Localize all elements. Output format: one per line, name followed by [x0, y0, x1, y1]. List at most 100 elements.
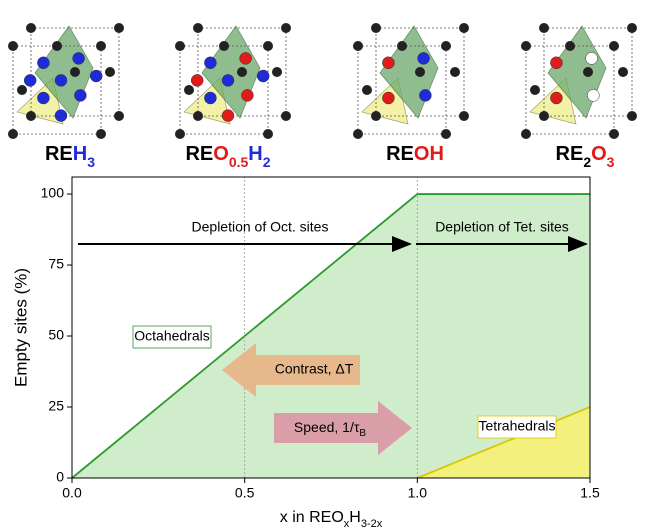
text-part: RE [386, 143, 414, 165]
atom [550, 91, 563, 105]
atom [459, 23, 469, 33]
legend-label: Octahedrals [134, 328, 209, 344]
atom [353, 41, 363, 51]
atom [96, 129, 106, 139]
compound-label: REOH [386, 143, 444, 165]
atom [193, 23, 203, 33]
legend-box [477, 415, 557, 439]
atom [190, 74, 204, 87]
text-part: x in REO [280, 509, 344, 526]
atom [585, 52, 598, 65]
atom [530, 85, 540, 95]
text-part: 3-2x [361, 518, 383, 530]
x-tick-label: 0.5 [235, 485, 255, 501]
atom [539, 111, 549, 121]
x-tick-label: 1.5 [580, 485, 600, 501]
atom [353, 129, 363, 139]
atom [415, 67, 425, 77]
text-part: 2 [583, 154, 591, 170]
text-part: RE [556, 143, 584, 165]
atom [184, 85, 194, 95]
text-part: RE [185, 143, 213, 165]
atom [263, 129, 273, 139]
atom [37, 56, 50, 70]
atom [74, 89, 87, 102]
annotation: Contrast, ΔT [275, 361, 354, 377]
atom [550, 56, 563, 70]
text-part: Speed, 1/τ [294, 419, 360, 435]
atom [281, 111, 291, 121]
crystal-structures [8, 23, 637, 139]
text-part: H [349, 509, 361, 526]
line [416, 406, 591, 479]
atom [241, 89, 254, 102]
area [417, 407, 590, 478]
atom [272, 67, 282, 77]
annotation: Speed, 1/τB [294, 419, 366, 439]
atom [281, 23, 291, 33]
atom [382, 56, 395, 70]
atom [54, 74, 68, 87]
y-tick-label: 100 [41, 185, 65, 201]
cube-back [375, 27, 465, 117]
atom [239, 52, 252, 65]
text-part: H [73, 143, 87, 165]
atom [627, 23, 637, 33]
atom [565, 41, 575, 51]
atom [175, 41, 185, 51]
y-tick-label: 25 [48, 398, 64, 414]
y-tick-label: 0 [56, 469, 64, 485]
cube-back [543, 27, 633, 117]
annotation: Depletion of Oct. sites [192, 219, 329, 235]
text-part: OH [414, 143, 444, 165]
atom [256, 69, 270, 83]
y-tick-label: 50 [48, 327, 64, 343]
atom [521, 41, 531, 51]
text-part: B [359, 428, 366, 439]
text-part: 2 [263, 154, 271, 170]
atom [54, 109, 68, 122]
atom [397, 41, 407, 51]
area [72, 194, 590, 479]
atom [450, 67, 460, 77]
atom [371, 23, 381, 33]
atom [371, 111, 381, 121]
cube-back [30, 27, 120, 117]
atom [382, 91, 395, 105]
atom [89, 69, 103, 83]
text-part: 3 [87, 154, 95, 170]
atom [204, 91, 217, 105]
text-part: O [213, 143, 229, 165]
atom [587, 89, 600, 102]
atom [204, 56, 217, 70]
plot-frame [71, 176, 591, 479]
cube-back [197, 27, 287, 117]
block-arrow [222, 343, 360, 397]
block-arrow [274, 401, 412, 455]
compound-label: REH3 [45, 143, 95, 169]
atom [96, 41, 106, 51]
atom [609, 129, 619, 139]
atom [362, 85, 372, 95]
x-tick-label: 1.0 [408, 485, 428, 501]
atom [26, 23, 36, 33]
legend-box [132, 325, 212, 349]
atom [105, 67, 115, 77]
atom [627, 111, 637, 121]
atom [521, 129, 531, 139]
atom [219, 41, 229, 51]
text-part: x [344, 518, 350, 530]
atom [8, 129, 18, 139]
atom [539, 23, 549, 33]
annotation: Depletion of Tet. sites [435, 219, 569, 235]
x-tick-label: 0.0 [62, 485, 82, 501]
compound-label: RE2O3 [556, 143, 615, 169]
atom [221, 109, 235, 122]
atom [441, 129, 451, 139]
atom [26, 111, 36, 121]
crystal-structure [353, 23, 469, 139]
text-part: 3 [607, 154, 615, 170]
y-tick-label: 75 [48, 256, 64, 272]
atom [17, 85, 27, 95]
atom [37, 91, 50, 105]
